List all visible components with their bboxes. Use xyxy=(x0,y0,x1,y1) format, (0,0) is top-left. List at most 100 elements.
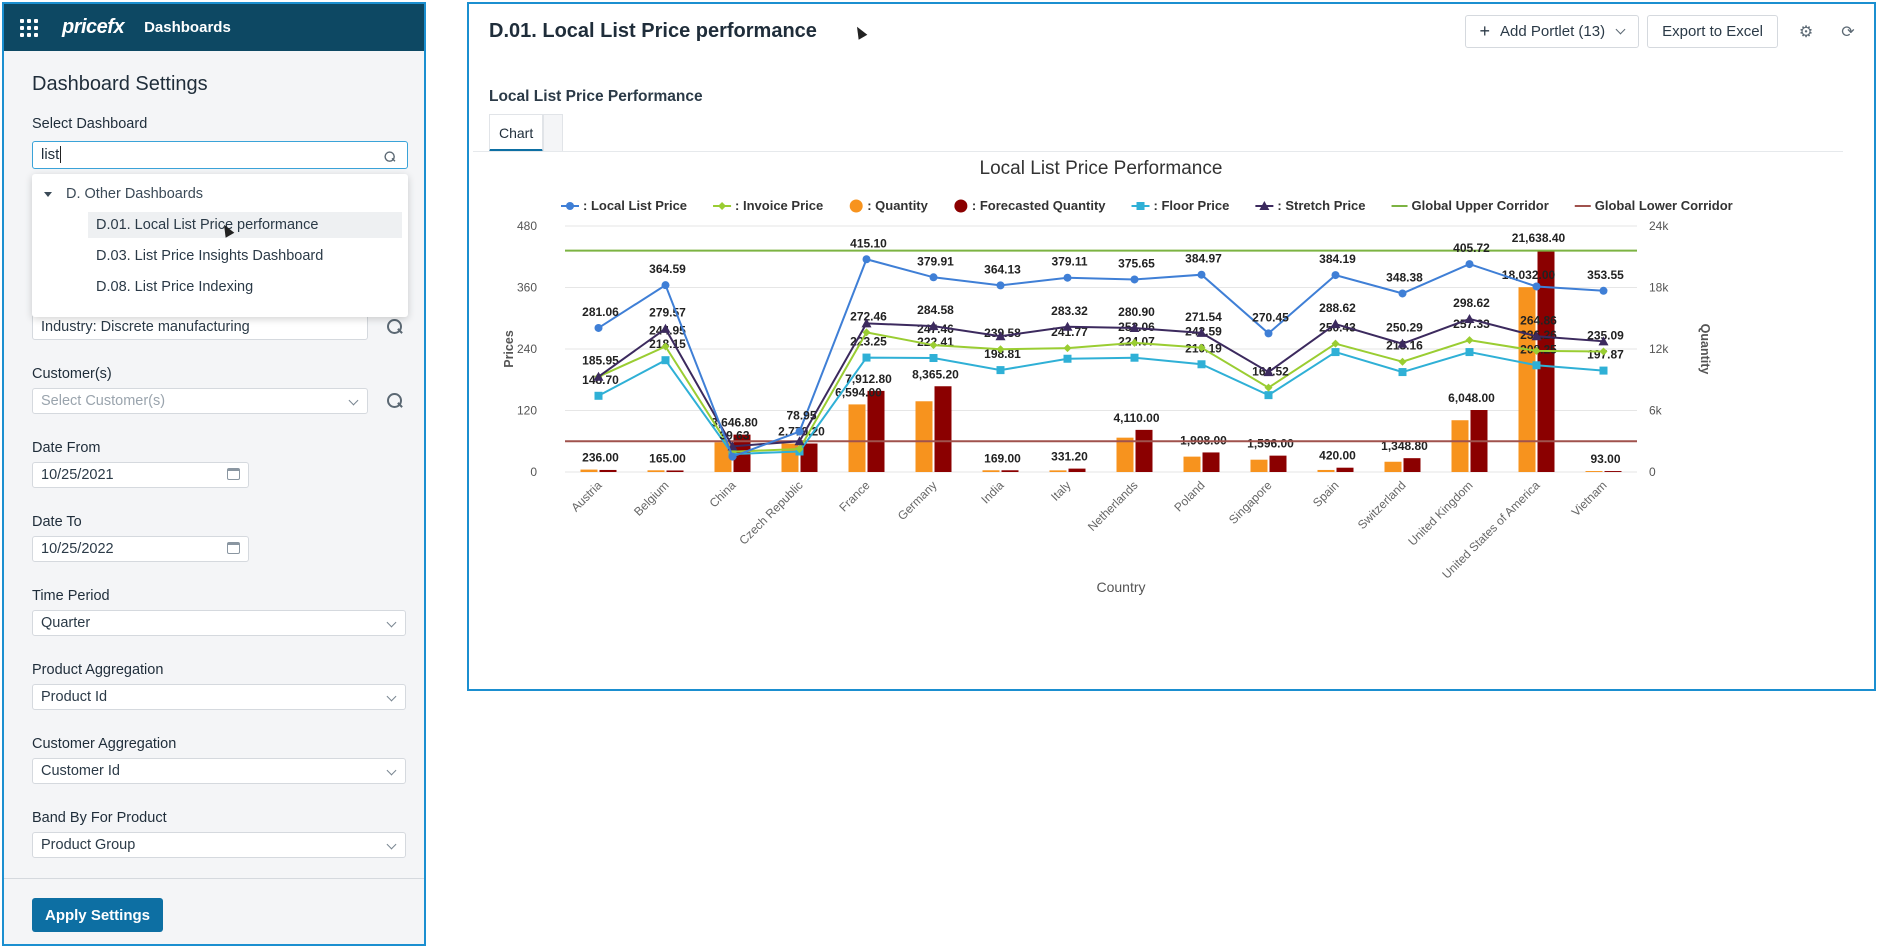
point-data-label: 284.58 xyxy=(917,303,954,317)
legend-marker xyxy=(1136,202,1145,210)
local-list-point xyxy=(594,323,603,332)
stretch-point xyxy=(660,323,671,333)
point-data-label: 379.11 xyxy=(1051,255,1087,269)
forecast-quantity-bar xyxy=(1001,470,1019,472)
export-to-excel-button[interactable]: Export to Excel xyxy=(1647,15,1778,48)
pricefx-logo[interactable]: pricefx xyxy=(62,16,125,38)
tab-chart[interactable]: Chart xyxy=(489,114,544,152)
time-period-select[interactable]: Quarter xyxy=(32,610,406,636)
customer-aggregation-value: Customer Id xyxy=(41,763,120,779)
local-list-point xyxy=(1465,260,1474,269)
search-value: list xyxy=(41,146,60,163)
calendar-icon[interactable] xyxy=(227,468,240,480)
product-aggregation-select[interactable]: Product Id xyxy=(32,684,406,710)
invoice-point xyxy=(1599,347,1608,356)
local-list-point xyxy=(728,452,737,461)
floor-price-line xyxy=(598,350,1604,456)
point-data-label: 384.19 xyxy=(1319,252,1356,266)
bar-data-label: 331.20 xyxy=(1051,450,1088,464)
quantity-bar xyxy=(1585,471,1603,472)
invoice-point xyxy=(1532,346,1541,355)
quantity-bar xyxy=(1451,420,1469,472)
point-data-label: 235.09 xyxy=(1587,329,1624,343)
legend-label: : Invoice Price xyxy=(735,198,823,213)
point-data-label: 236.26 xyxy=(1520,328,1557,342)
bar-data-label: 6,048.00 xyxy=(1448,391,1495,405)
calendar-icon[interactable] xyxy=(227,542,240,554)
app-grid-icon[interactable] xyxy=(20,18,38,37)
customer-aggregation-select[interactable]: Customer Id xyxy=(32,758,406,784)
dropdown-item[interactable]: D.01. Local List Price performance xyxy=(88,212,402,238)
industry-filter-field[interactable]: Industry: Discrete manufacturing xyxy=(32,314,368,340)
dropdown-group[interactable]: D. Other Dashboards xyxy=(44,186,203,202)
customers-select[interactable]: Select Customer(s) xyxy=(32,388,368,414)
dashboard-dropdown: D. Other Dashboards D.01. Local List Pri… xyxy=(32,174,408,317)
local-list-point xyxy=(1197,270,1206,279)
apply-settings-button[interactable]: Apply Settings xyxy=(32,898,163,932)
y-tick-label: 480 xyxy=(517,219,537,233)
y-tick-label: 240 xyxy=(517,342,537,356)
date-to-label: Date To xyxy=(32,514,82,530)
nav-dashboards-link[interactable]: Dashboards xyxy=(144,19,231,36)
band-by-value: Product Group xyxy=(41,837,136,853)
floor-point xyxy=(1599,366,1608,375)
forecast-quantity-bar xyxy=(1537,250,1555,472)
date-from-value: 10/25/2021 xyxy=(41,467,114,483)
bar-data-label: 21,638.40 xyxy=(1512,231,1566,245)
refresh-icon[interactable]: ⟳ xyxy=(1841,23,1855,41)
bar-data-label: 1,596.00 xyxy=(1247,437,1294,451)
point-data-label: 288.62 xyxy=(1319,301,1356,315)
bar-data-label: 165.00 xyxy=(649,451,686,465)
band-by-select[interactable]: Product Group xyxy=(32,832,406,858)
floor-point xyxy=(1532,361,1541,370)
industry-search-icon[interactable] xyxy=(386,318,404,336)
add-portlet-button[interactable]: + Add Portlet (13) xyxy=(1464,15,1640,48)
local-list-point xyxy=(996,281,1005,290)
quantity-bar xyxy=(982,470,1000,472)
dropdown-item[interactable]: D.08. List Price Indexing xyxy=(96,279,254,295)
dashboard-search-input[interactable]: list xyxy=(32,141,408,169)
dashboard-title: D.01. Local List Price performance xyxy=(489,20,817,42)
invoice-point xyxy=(862,328,871,337)
stretch-point xyxy=(1129,323,1140,333)
point-data-label: 272.46 xyxy=(850,309,887,323)
point-data-label: 78.95 xyxy=(786,409,816,423)
date-from-input[interactable]: 10/25/2021 xyxy=(32,462,249,488)
forecast-quantity-bar xyxy=(1336,467,1354,472)
forecast-quantity-bar xyxy=(1604,471,1622,472)
date-to-value: 10/25/2022 xyxy=(41,541,114,557)
point-data-label: 405.72 xyxy=(1453,241,1490,255)
invoice-point xyxy=(1063,344,1072,353)
gear-icon[interactable]: ⚙ xyxy=(1798,23,1814,41)
point-data-label: 364.13 xyxy=(984,262,1021,276)
local-list-price-line xyxy=(597,258,1604,458)
stretch-point xyxy=(1598,336,1609,346)
customers-label: Customer(s) xyxy=(32,366,112,382)
forecast-quantity-bar xyxy=(666,470,684,472)
point-data-label: 415.10 xyxy=(850,236,887,250)
chart-area: Local List Price Performance 0 120 240 360 48… xyxy=(473,151,1843,682)
forecast-quantity-bar xyxy=(867,390,885,472)
forecast-quantity-bar xyxy=(1403,458,1421,472)
y-tick-label: 360 xyxy=(517,281,537,295)
date-to-input[interactable]: 10/25/2022 xyxy=(32,536,249,562)
customers-search-icon[interactable] xyxy=(386,392,404,410)
tab-blank[interactable] xyxy=(543,114,564,152)
local-list-point xyxy=(862,255,871,264)
legend-label: : Quantity xyxy=(867,198,928,213)
forecast-quantity-bar xyxy=(1068,468,1086,472)
point-data-label: 252.06 xyxy=(1118,320,1155,334)
invoice-point xyxy=(795,444,804,453)
time-period-label: Time Period xyxy=(32,588,110,604)
y-axis-label: Prices xyxy=(502,330,516,368)
invoice-point xyxy=(1197,343,1206,352)
invoice-price-line xyxy=(598,331,1604,453)
customers-placeholder: Select Customer(s) xyxy=(41,393,166,409)
stretch-point xyxy=(1330,319,1341,329)
dropdown-item[interactable]: D.03. List Price Insights Dashboard xyxy=(96,248,324,264)
local-list-point xyxy=(1264,329,1273,338)
point-data-label: 280.90 xyxy=(1118,305,1155,319)
local-list-point xyxy=(1063,273,1072,282)
quantity-bar xyxy=(915,401,933,472)
point-data-label: 283.32 xyxy=(1051,304,1088,318)
